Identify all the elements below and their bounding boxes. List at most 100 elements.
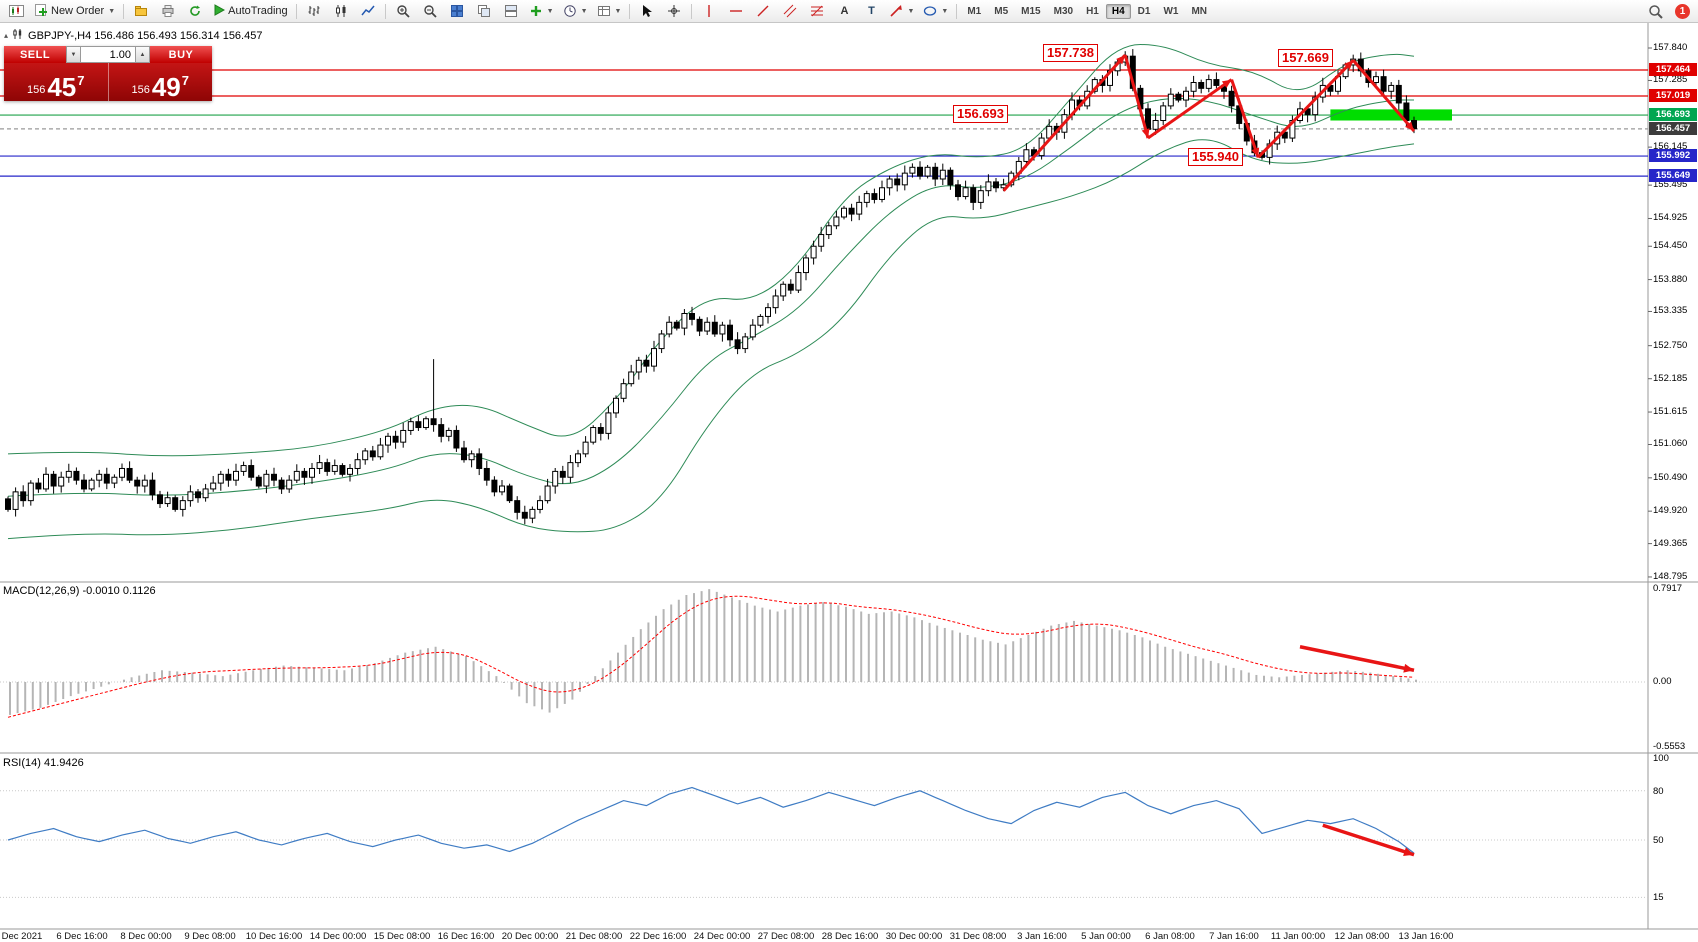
- volume-input[interactable]: [81, 46, 135, 63]
- crosshair-icon[interactable]: [661, 1, 687, 21]
- timeframe-button-m1[interactable]: M1: [967, 5, 982, 17]
- price-axis-badge[interactable]: 157.464: [1649, 62, 1697, 76]
- price-axis-label: 151.060: [1653, 438, 1688, 450]
- ask-prefix: 156: [131, 84, 150, 96]
- price-axis-label: 149.920: [1653, 505, 1688, 517]
- time-axis-label: 22 Dec 16:00: [629, 931, 687, 942]
- refresh-icon[interactable]: [182, 1, 208, 21]
- toolbar-separator: [629, 3, 631, 19]
- price-axis-badge[interactable]: 157.019: [1649, 89, 1697, 102]
- chevron-down-icon: ▼: [546, 7, 554, 15]
- zoom-out-icon[interactable]: [417, 1, 443, 21]
- text-icon[interactable]: A: [840, 4, 849, 17]
- trendline-icon[interactable]: [750, 1, 776, 21]
- tile-windows-icon[interactable]: [444, 1, 470, 21]
- zoom-in-icon[interactable]: [390, 1, 416, 21]
- macd-axis-label: 0.7917: [1653, 582, 1683, 594]
- ask-pip-digit: 7: [181, 73, 189, 88]
- channel-icon[interactable]: [777, 1, 803, 21]
- price-axis-label: 156.145: [1653, 141, 1688, 153]
- rsi-axis-label: 15: [1653, 892, 1664, 904]
- timeframe-button-mn[interactable]: MN: [1191, 5, 1208, 17]
- macd-indicator-label: MACD(12,26,9) -0.0010 0.1126: [3, 585, 156, 597]
- print-icon[interactable]: [155, 1, 181, 21]
- price-axis-label: 149.365: [1653, 537, 1688, 549]
- chart-title: GBPJPY-,H4 156.486 156.493 156.314 156.4…: [28, 29, 263, 42]
- time-axis-label: 21 Dec 08:00: [565, 931, 623, 942]
- new-order-button[interactable]: New Order ▼: [30, 1, 119, 21]
- trade-panel-prices: 156 45 7 156 49 7: [4, 63, 212, 101]
- toolbar-right-group: 1: [1642, 1, 1695, 21]
- sell-button[interactable]: SELL: [4, 46, 66, 63]
- new-order-icon: [34, 3, 48, 20]
- price-callout[interactable]: 157.669: [1278, 49, 1333, 67]
- toolbar-separator: [691, 3, 693, 19]
- horizontal-line-icon[interactable]: [723, 1, 749, 21]
- vertical-line-icon[interactable]: [696, 1, 722, 21]
- price-axis-badge[interactable]: 156.693: [1649, 108, 1697, 122]
- candlestick-chart-icon[interactable]: [328, 1, 354, 21]
- one-click-panel-toggle[interactable]: ▴: [4, 31, 9, 40]
- price-axis-badge[interactable]: 156.457: [1649, 121, 1697, 135]
- time-axis-label: 31 Dec 08:00: [949, 931, 1007, 942]
- text-label-icon[interactable]: T: [868, 4, 875, 17]
- toolbar-separator: [123, 3, 125, 19]
- timeframe-button-h1[interactable]: H1: [1086, 5, 1099, 17]
- line-chart-icon[interactable]: [355, 1, 381, 21]
- price-callout[interactable]: 157.738: [1043, 44, 1098, 62]
- timeframe-button-w1[interactable]: W1: [1163, 5, 1179, 17]
- price-axis-label: 150.490: [1653, 471, 1688, 483]
- price-axis-badge[interactable]: 155.992: [1649, 149, 1697, 163]
- chevron-down-icon: ▼: [907, 7, 915, 15]
- price-axis-badge[interactable]: 155.649: [1649, 169, 1697, 183]
- timeframe-button-d1[interactable]: D1: [1137, 5, 1151, 17]
- notification-badge[interactable]: 1: [1675, 3, 1690, 19]
- new-chart-icon[interactable]: [3, 1, 29, 21]
- periods-clock-icon[interactable]: ▼: [559, 1, 592, 21]
- arrange-windows-icon[interactable]: [498, 1, 524, 21]
- timeframe-button-m5[interactable]: M5: [994, 5, 1009, 17]
- price-axis-label: 154.925: [1653, 212, 1688, 224]
- search-icon[interactable]: [1642, 1, 1668, 21]
- timeframe-button-m30[interactable]: M30: [1053, 5, 1074, 17]
- price-callout[interactable]: 155.940: [1188, 148, 1243, 166]
- volume-decrease-button[interactable]: ▼: [66, 46, 81, 63]
- templates-icon[interactable]: ▼: [593, 1, 626, 21]
- ask-big-digits: 49: [151, 72, 181, 102]
- cascade-windows-icon[interactable]: [471, 1, 497, 21]
- autotrading-label: AutoTrading: [228, 5, 288, 17]
- chevron-down-icon: ▼: [70, 51, 77, 58]
- shapes-icon[interactable]: ▼: [919, 1, 952, 21]
- time-axis-label: 6 Jan 08:00: [1145, 931, 1195, 942]
- metaeditor-icon[interactable]: [128, 1, 154, 21]
- timeframe-button-m15[interactable]: M15: [1021, 5, 1041, 17]
- chart-title-row: ▴ GBPJPY-,H4 156.486 156.493 156.314 156…: [4, 28, 262, 43]
- time-axis-label: 9 Dec 08:00: [184, 931, 236, 942]
- price-axis-label: 157.285: [1653, 74, 1688, 86]
- timeframe-button-h4[interactable]: H4: [1105, 3, 1131, 19]
- price-callout[interactable]: 156.693: [953, 105, 1008, 123]
- fibonacci-icon[interactable]: [804, 1, 830, 21]
- time-axis-label: 28 Dec 16:00: [821, 931, 879, 942]
- macd-axis-label: -0.5553: [1653, 741, 1686, 753]
- bar-chart-icon[interactable]: [301, 1, 327, 21]
- chevron-down-icon: ▼: [580, 7, 588, 15]
- time-axis-label: 7 Jan 16:00: [1209, 931, 1259, 942]
- bid-price[interactable]: 156 45 7: [4, 63, 108, 101]
- cursor-icon[interactable]: [634, 1, 660, 21]
- autotrading-button[interactable]: AutoTrading: [209, 1, 292, 21]
- symbol-chart-icon: [12, 28, 24, 43]
- time-axis-label: 27 Dec 08:00: [757, 931, 815, 942]
- arrow-tool-icon[interactable]: ▼: [885, 1, 918, 21]
- indicators-icon[interactable]: ▼: [525, 1, 558, 21]
- toolbar-separator: [956, 3, 958, 19]
- trade-panel-controls: SELL ▼ ▲ BUY: [4, 46, 212, 63]
- volume-increase-button[interactable]: ▲: [135, 46, 150, 63]
- chevron-down-icon: ▼: [108, 7, 116, 15]
- buy-button[interactable]: BUY: [150, 46, 212, 63]
- ask-price[interactable]: 156 49 7: [107, 63, 213, 102]
- time-axis-label: 12 Jan 08:00: [1334, 931, 1390, 942]
- chevron-down-icon: ▼: [614, 7, 622, 15]
